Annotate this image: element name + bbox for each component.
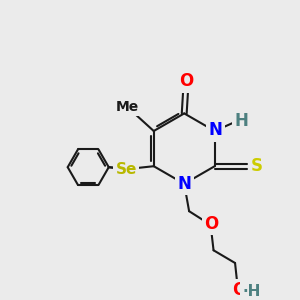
Text: O: O bbox=[232, 281, 246, 299]
Text: O: O bbox=[179, 72, 193, 90]
Text: S: S bbox=[251, 157, 263, 175]
Text: ·H: ·H bbox=[242, 284, 261, 299]
Text: H: H bbox=[234, 112, 248, 130]
Text: Se: Se bbox=[116, 162, 137, 177]
Text: Me: Me bbox=[116, 100, 139, 114]
Text: N: N bbox=[177, 175, 191, 193]
Text: N: N bbox=[209, 121, 223, 139]
Text: O: O bbox=[205, 215, 219, 233]
